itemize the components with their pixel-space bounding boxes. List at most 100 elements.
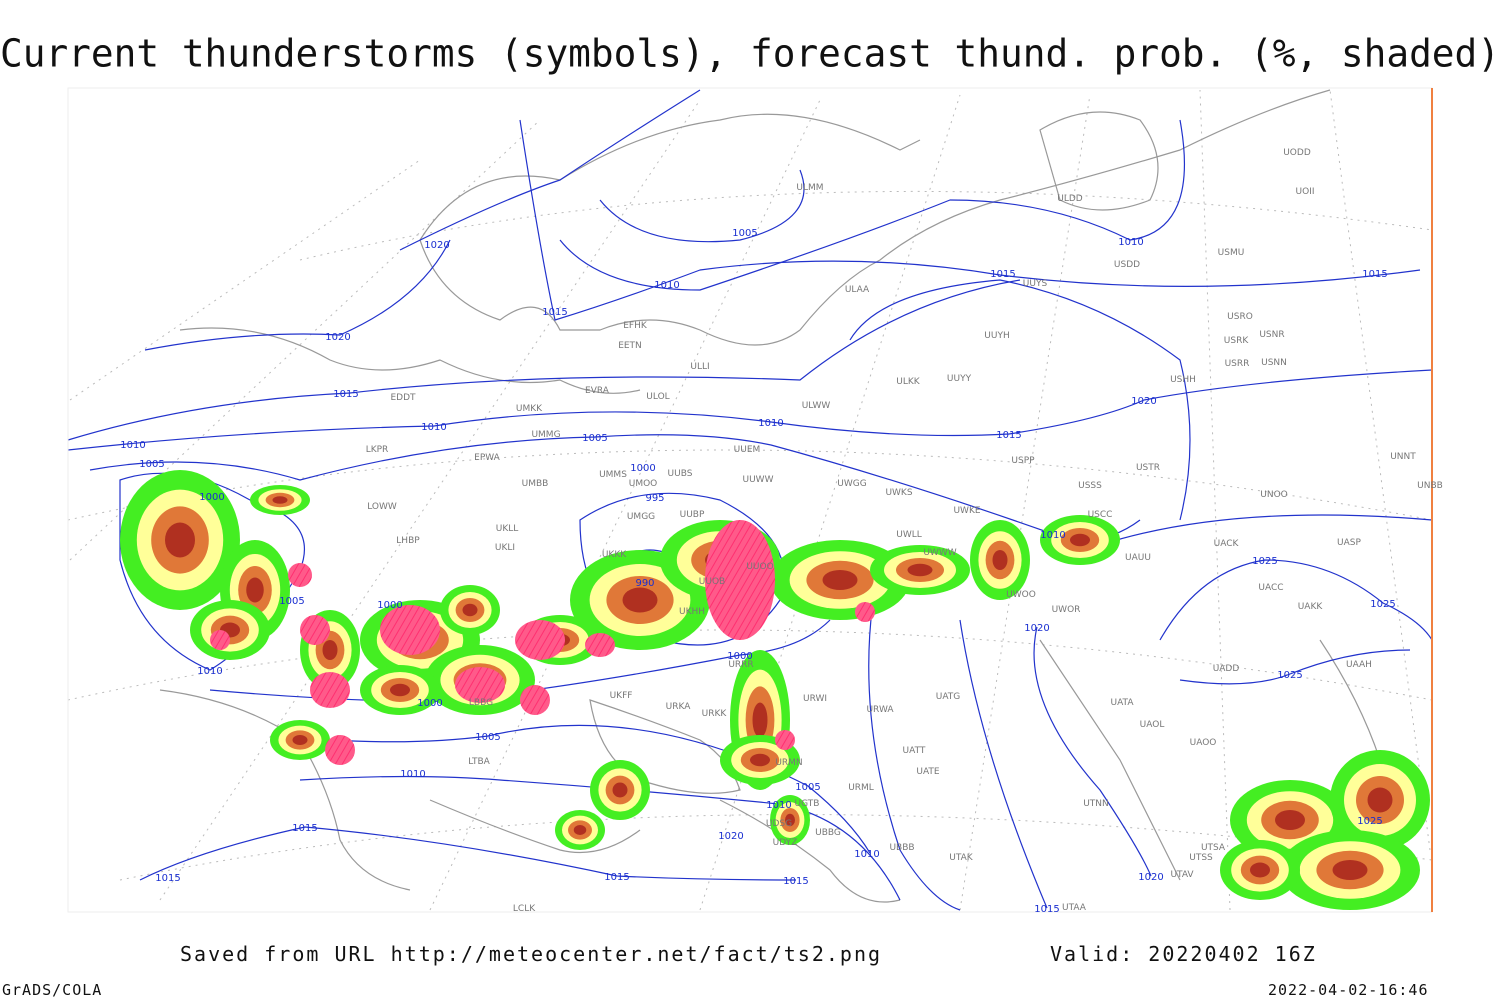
station-label: UNNT xyxy=(1390,452,1416,462)
station-label: UMGG xyxy=(627,512,655,522)
isobar-label: 1025 xyxy=(1370,599,1395,610)
station-label: ULKK xyxy=(896,377,921,387)
storm-symbols xyxy=(520,685,550,715)
isobar-label: 1015 xyxy=(783,876,808,887)
isobar-label: 990 xyxy=(635,578,654,589)
isobar-label: 1020 xyxy=(1131,396,1156,407)
station-label: UKKK xyxy=(602,550,627,560)
station-label: UUBS xyxy=(668,469,693,479)
station-label: UAOL xyxy=(1140,720,1165,730)
isobar-label: 1005 xyxy=(795,782,820,793)
storm-symbols xyxy=(705,520,775,640)
station-label: UATE xyxy=(916,767,940,777)
station-label: UKLI xyxy=(495,543,515,553)
isobar-label: 1020 xyxy=(1138,872,1163,883)
station-label: UATG xyxy=(936,692,961,702)
station-label: UOII xyxy=(1296,187,1315,197)
station-label: UUOB xyxy=(699,577,725,587)
isobar-label: 1000 xyxy=(417,698,442,709)
station-label: USRO xyxy=(1227,312,1253,322)
station-label: LKPR xyxy=(366,445,389,455)
station-label: USNN xyxy=(1261,358,1287,368)
station-label: UDYZ xyxy=(773,838,798,848)
isobar-label: 1020 xyxy=(1024,623,1049,634)
isobar-label: 1010 xyxy=(766,800,791,811)
probability-area xyxy=(322,640,338,660)
probability-area xyxy=(612,782,628,798)
station-label: LBBG xyxy=(469,698,493,708)
isobar-label: 1005 xyxy=(732,228,757,239)
title: Current thunderstorms (symbols), forecas… xyxy=(0,32,1500,76)
station-label: EDDT xyxy=(390,393,416,403)
station-label: EFHK xyxy=(623,321,648,331)
station-label: EVRA xyxy=(585,386,610,396)
storm-symbols xyxy=(515,620,565,660)
station-label: UASP xyxy=(1337,538,1361,548)
station-label: USRK xyxy=(1224,336,1250,346)
isobar-label: 1010 xyxy=(854,849,879,860)
station-label: LCLK xyxy=(513,904,536,914)
storm-symbols xyxy=(455,667,505,703)
isobar-label: 1015 xyxy=(1362,269,1387,280)
labels: 1020 1005 1010 1015 1010 1015 1015 1020 1015 1010… xyxy=(120,148,1443,915)
isobar-label: 1000 xyxy=(199,492,224,503)
station-label: ULOL xyxy=(646,392,669,402)
probability-area xyxy=(1070,533,1090,547)
isobar-label: 1010 xyxy=(421,422,446,433)
probability-area xyxy=(246,577,264,603)
station-label: URWI xyxy=(803,694,827,704)
station-label: UKHH xyxy=(679,607,705,617)
isobar-label: 1005 xyxy=(582,433,607,444)
storm-symbols xyxy=(775,730,795,750)
valid-time: Valid: 20220402 16Z xyxy=(1050,942,1317,966)
station-label: UUWW xyxy=(743,475,774,485)
station-label: USMU xyxy=(1218,248,1245,258)
station-label: UWKS xyxy=(885,488,912,498)
station-label: UACC xyxy=(1258,583,1283,593)
station-label: USSS xyxy=(1078,481,1102,491)
station-label: UUEM xyxy=(734,445,761,455)
station-label: UWWW xyxy=(923,548,956,558)
probability-area xyxy=(752,702,768,738)
probability-area xyxy=(622,587,658,613)
station-label: UATT xyxy=(903,746,926,756)
storm-symbols xyxy=(585,633,615,657)
station-label: UBBG xyxy=(815,828,841,838)
station-label: UWGG xyxy=(837,479,866,489)
probability-area xyxy=(390,683,410,697)
station-label: UMMG xyxy=(531,430,560,440)
station-label: USTR xyxy=(1136,463,1160,473)
isobar-label: 1010 xyxy=(197,666,222,677)
station-label: UMKK xyxy=(516,404,543,414)
station-label: UNOO xyxy=(1260,490,1288,500)
station-label: URML xyxy=(848,783,874,793)
station-label: ULMM xyxy=(796,183,823,193)
isobar-label: 1015 xyxy=(996,430,1021,441)
thunderstorm-probability xyxy=(120,470,1430,910)
probability-area xyxy=(822,570,858,590)
probability-area xyxy=(165,522,195,558)
isobar-label: 1010 xyxy=(654,280,679,291)
isobar-label: 1005 xyxy=(139,459,164,470)
station-label: UMOO xyxy=(629,479,658,489)
station-label: UODD xyxy=(1283,148,1311,158)
station-label: UWOR xyxy=(1052,605,1081,615)
station-label: UTSS xyxy=(1189,853,1213,863)
station-label: LOWW xyxy=(367,502,397,512)
thunderstorm-symbols xyxy=(210,520,875,765)
storm-symbols xyxy=(288,563,312,587)
station-label: USRR xyxy=(1225,359,1250,369)
station-label: UADD xyxy=(1213,664,1240,674)
station-label: UWKE xyxy=(953,506,980,516)
station-label: URMN xyxy=(775,758,802,768)
station-label: USPP xyxy=(1011,456,1035,466)
station-label: URWA xyxy=(866,705,894,715)
station-label: UGTB xyxy=(795,799,820,809)
probability-area xyxy=(1332,860,1368,880)
isobar-label: 1015 xyxy=(333,389,358,400)
station-label: UTNN xyxy=(1083,799,1109,809)
storm-symbols xyxy=(310,672,350,708)
probability-area xyxy=(1367,787,1393,813)
station-label: URKA xyxy=(666,702,692,712)
